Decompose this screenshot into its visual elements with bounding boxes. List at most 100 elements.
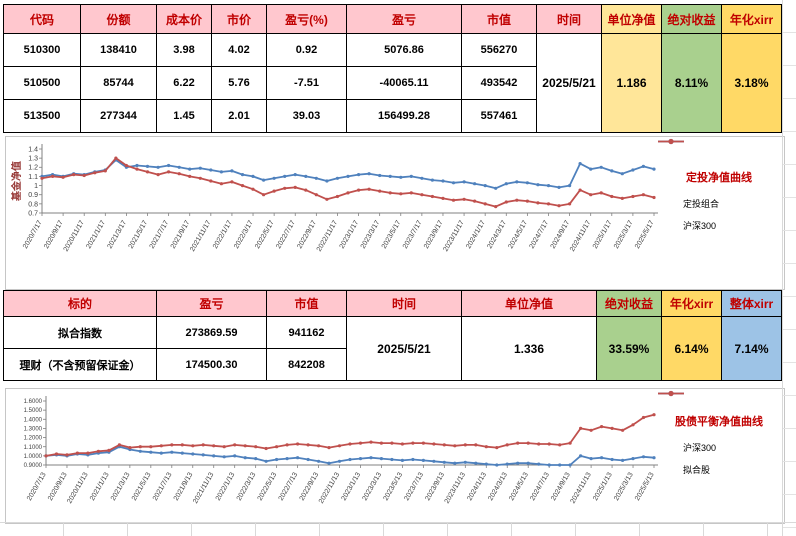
table1-cell[interactable]: 0.92 bbox=[267, 34, 347, 67]
svg-text:2023/7/17: 2023/7/17 bbox=[402, 219, 424, 250]
svg-text:2022/11/17: 2022/11/17 bbox=[316, 219, 339, 252]
svg-text:2021/3/17: 2021/3/17 bbox=[107, 219, 129, 250]
svg-text:2022/9/17: 2022/9/17 bbox=[296, 219, 318, 250]
table1-cell[interactable]: 493542 bbox=[462, 67, 537, 100]
svg-text:1.3000: 1.3000 bbox=[24, 427, 43, 433]
col-header-overall-xirr[interactable]: 整体xirr bbox=[722, 291, 782, 317]
svg-text:2021/11/17: 2021/11/17 bbox=[189, 219, 212, 252]
col-header-code[interactable]: 代码 bbox=[4, 5, 81, 34]
svg-text:0.9: 0.9 bbox=[28, 192, 38, 199]
svg-text:2023/1/17: 2023/1/17 bbox=[339, 219, 361, 250]
svg-text:2022/7/17: 2022/7/17 bbox=[275, 219, 297, 250]
chart2-title: 股债平衡净值曲线 bbox=[675, 416, 763, 428]
col-header-pl-pct[interactable]: 盈亏(%) bbox=[267, 5, 347, 34]
col-header-cost[interactable]: 成本价 bbox=[157, 5, 212, 34]
table1-cell[interactable]: 2.01 bbox=[212, 100, 267, 133]
time-value[interactable]: 2025/5/21 bbox=[537, 34, 602, 133]
svg-text:2022/1/17: 2022/1/17 bbox=[212, 219, 234, 250]
table1-cell[interactable]: -40065.11 bbox=[347, 67, 462, 100]
chart1-side-panel: 定投净值曲线 定投组合 沪深300 bbox=[658, 137, 780, 232]
table1-cell[interactable]: 510500 bbox=[4, 67, 81, 100]
svg-text:2024/1/13: 2024/1/13 bbox=[466, 471, 488, 502]
col-header-target[interactable]: 标的 bbox=[4, 291, 157, 317]
overall-xirr-value[interactable]: 7.14% bbox=[722, 317, 782, 381]
legend-item-fitted-stock[interactable]: 拟合股 bbox=[658, 390, 710, 476]
dca-nav-chart[interactable]: 0.7 0.8 0.9 1 1.1 1.2 1.3 1.4 2020/7/17 2020/9/17… bbox=[5, 136, 785, 290]
col-header-unit-nav[interactable]: 单位净值 bbox=[602, 5, 662, 34]
svg-text:0.9000: 0.9000 bbox=[24, 463, 43, 469]
table1-cell[interactable]: 513500 bbox=[4, 100, 81, 133]
svg-text:2023/11/17: 2023/11/17 bbox=[442, 219, 465, 252]
stock-bond-balance-chart[interactable]: 0.9000 1.0000 1.1000 1.2000 1.3000 1.4000 1.50… bbox=[5, 388, 785, 524]
table1-cell[interactable]: 85744 bbox=[81, 67, 157, 100]
svg-text:2021/3/13: 2021/3/13 bbox=[110, 471, 132, 502]
legend-label: 沪深300 bbox=[683, 443, 717, 453]
table1-cell[interactable]: 5.76 bbox=[212, 67, 267, 100]
svg-text:1.4: 1.4 bbox=[28, 146, 38, 153]
svg-text:2025/3/17: 2025/3/17 bbox=[613, 219, 635, 250]
svg-text:2022/7/13: 2022/7/13 bbox=[278, 471, 300, 502]
svg-text:2020/11/17: 2020/11/17 bbox=[63, 219, 86, 252]
table2-cell[interactable]: 174500.30 bbox=[157, 349, 267, 381]
legend-item-hs300[interactable]: 沪深300 bbox=[658, 138, 716, 232]
table1-cell[interactable]: 556270 bbox=[462, 34, 537, 67]
table2-cell[interactable]: 理财（不含预留保证金） bbox=[4, 349, 157, 381]
table1-cell[interactable]: 1.45 bbox=[157, 100, 212, 133]
table1-cell[interactable]: 557461 bbox=[462, 100, 537, 133]
time-value[interactable]: 2025/5/21 bbox=[347, 317, 462, 381]
svg-text:2021/1/13: 2021/1/13 bbox=[89, 471, 111, 502]
svg-text:1.5000: 1.5000 bbox=[24, 408, 43, 414]
svg-text:2023/9/13: 2023/9/13 bbox=[424, 471, 446, 502]
svg-text:1.2000: 1.2000 bbox=[24, 436, 43, 442]
svg-text:2023/5/17: 2023/5/17 bbox=[381, 219, 403, 250]
col-header-time[interactable]: 时间 bbox=[347, 291, 462, 317]
legend-item-dca-portfolio[interactable]: 定投组合 bbox=[658, 138, 719, 210]
table1-cell[interactable]: 4.02 bbox=[212, 34, 267, 67]
col-header-mktval[interactable]: 市值 bbox=[267, 291, 347, 317]
svg-text:1.1: 1.1 bbox=[28, 174, 38, 181]
svg-text:2020/9/17: 2020/9/17 bbox=[43, 219, 65, 250]
col-header-xirr[interactable]: 年化xirr bbox=[662, 291, 722, 317]
svg-text:1.0000: 1.0000 bbox=[24, 454, 43, 460]
table1-cell[interactable]: 138410 bbox=[81, 34, 157, 67]
col-header-unit-nav[interactable]: 单位净值 bbox=[462, 291, 597, 317]
table2-cell[interactable]: 941162 bbox=[267, 317, 347, 349]
table1-cell[interactable]: 39.03 bbox=[267, 100, 347, 133]
col-header-price[interactable]: 市价 bbox=[212, 5, 267, 34]
xirr-value[interactable]: 3.18% bbox=[722, 34, 782, 133]
unit-nav-value[interactable]: 1.186 bbox=[602, 34, 662, 133]
dca-nav-chart-plot: 0.7 0.8 0.9 1 1.1 1.2 1.3 1.4 2020/7/17 2020/9/17… bbox=[22, 144, 658, 253]
col-header-mktval[interactable]: 市值 bbox=[462, 5, 537, 34]
table1-cell[interactable]: 3.98 bbox=[157, 34, 212, 67]
col-header-xirr[interactable]: 年化xirr bbox=[722, 5, 782, 34]
svg-text:2023/1/13: 2023/1/13 bbox=[341, 471, 363, 502]
table1-cell[interactable]: 5076.86 bbox=[347, 34, 462, 67]
table2-cell[interactable]: 842208 bbox=[267, 349, 347, 381]
table1-cell[interactable]: 277344 bbox=[81, 100, 157, 133]
table1-cell[interactable]: 6.22 bbox=[157, 67, 212, 100]
table2-cell[interactable]: 273869.59 bbox=[157, 317, 267, 349]
svg-text:1: 1 bbox=[34, 183, 38, 190]
chart2-legend: 沪深300 拟合股 bbox=[658, 390, 780, 476]
svg-text:0.7: 0.7 bbox=[28, 210, 38, 217]
unit-nav-value[interactable]: 1.336 bbox=[462, 317, 597, 381]
col-header-pl[interactable]: 盈亏 bbox=[347, 5, 462, 34]
svg-text:2022/9/13: 2022/9/13 bbox=[299, 471, 321, 502]
svg-text:1.4000: 1.4000 bbox=[24, 417, 43, 423]
table2-cell[interactable]: 拟合指数 bbox=[4, 317, 157, 349]
table1-cell[interactable]: -7.51 bbox=[267, 67, 347, 100]
abs-return-value[interactable]: 8.11% bbox=[662, 34, 722, 133]
table1-cell[interactable]: 510300 bbox=[4, 34, 81, 67]
legend-item-hs300[interactable]: 沪深300 bbox=[658, 390, 717, 454]
col-header-abs-return[interactable]: 绝对收益 bbox=[662, 5, 722, 34]
col-header-pl[interactable]: 盈亏 bbox=[157, 291, 267, 317]
svg-text:2021/7/17: 2021/7/17 bbox=[149, 219, 171, 250]
svg-text:2021/1/17: 2021/1/17 bbox=[85, 219, 107, 250]
abs-return-value[interactable]: 33.59% bbox=[597, 317, 662, 381]
xirr-value[interactable]: 6.14% bbox=[662, 317, 722, 381]
col-header-abs-return[interactable]: 绝对收益 bbox=[597, 291, 662, 317]
col-header-time[interactable]: 时间 bbox=[537, 5, 602, 34]
table1-cell[interactable]: 156499.28 bbox=[347, 100, 462, 133]
col-header-shares[interactable]: 份额 bbox=[81, 5, 157, 34]
